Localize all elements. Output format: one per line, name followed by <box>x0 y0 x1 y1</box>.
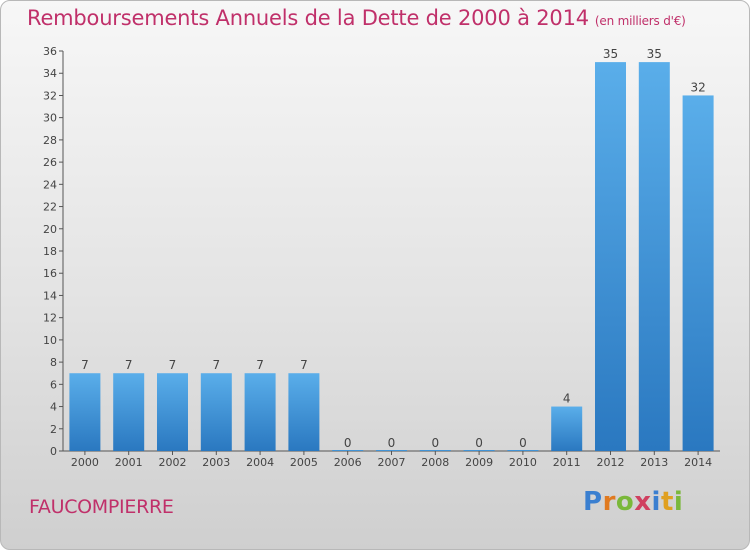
logo-letter: i <box>673 487 684 517</box>
x-tick-label: 2014 <box>684 456 712 469</box>
data-label: 7 <box>125 358 133 372</box>
y-tick-label: 16 <box>43 267 57 280</box>
data-label: 0 <box>344 436 352 450</box>
data-label: 32 <box>690 80 705 94</box>
bar <box>682 95 714 451</box>
x-tick-label: 2013 <box>640 456 668 469</box>
x-tick-label: 2012 <box>597 456 625 469</box>
data-label: 0 <box>475 436 483 450</box>
x-tick-label: 2008 <box>421 456 449 469</box>
y-tick-label: 22 <box>43 201 57 214</box>
y-tick-label: 24 <box>43 178 57 191</box>
y-tick-label: 12 <box>43 312 57 325</box>
y-tick-label: 6 <box>50 378 57 391</box>
bar <box>157 373 188 451</box>
y-tick-label: 0 <box>50 445 57 458</box>
chart-title-text: Remboursements Annuels de la Dette de 20… <box>27 6 589 30</box>
bar <box>244 373 276 451</box>
bar <box>551 406 583 451</box>
x-tick-label: 2010 <box>509 456 537 469</box>
x-tick-label: 2011 <box>553 456 581 469</box>
data-label: 7 <box>169 358 177 372</box>
bar <box>419 450 451 451</box>
y-tick-label: 18 <box>43 245 57 258</box>
x-tick-label: 2009 <box>465 456 493 469</box>
y-tick-label: 30 <box>43 112 57 125</box>
data-label: 4 <box>563 392 571 406</box>
bar <box>332 450 364 451</box>
y-tick-label: 28 <box>43 134 57 147</box>
bar <box>288 373 320 451</box>
chart-title: Remboursements Annuels de la Dette de 20… <box>27 6 686 30</box>
data-label: 7 <box>300 358 308 372</box>
y-tick-label: 32 <box>43 89 57 102</box>
y-tick-label: 14 <box>43 289 57 302</box>
x-tick-label: 2002 <box>159 456 187 469</box>
logo-letter: i <box>651 487 661 517</box>
data-label: 7 <box>256 358 264 372</box>
bar <box>638 62 670 451</box>
data-label: 35 <box>603 47 618 61</box>
y-tick-label: 4 <box>50 401 57 414</box>
x-tick-label: 2006 <box>334 456 362 469</box>
y-tick-label: 20 <box>43 223 57 236</box>
logo-letter: x <box>634 487 652 517</box>
bar <box>507 450 539 451</box>
y-tick-label: 2 <box>50 423 57 436</box>
logo-letter: r <box>602 487 616 517</box>
y-tick-label: 10 <box>43 334 57 347</box>
bar <box>200 373 232 451</box>
bar <box>463 450 495 451</box>
logo-letter: P <box>583 487 603 517</box>
data-label: 0 <box>388 436 396 450</box>
y-tick-label: 34 <box>43 67 57 80</box>
y-tick-label: 8 <box>50 356 57 369</box>
data-label: 35 <box>647 47 662 61</box>
y-tick-label: 26 <box>43 156 57 169</box>
x-tick-label: 2005 <box>290 456 318 469</box>
commune-name: FAUCOMPIERRE <box>29 496 174 518</box>
data-label: 7 <box>81 358 89 372</box>
data-label: 7 <box>212 358 220 372</box>
x-tick-label: 2003 <box>202 456 230 469</box>
x-tick-label: 2000 <box>71 456 99 469</box>
proxiti-logo: Proxiti <box>583 487 683 517</box>
chart-units: (en milliers d'€) <box>594 14 686 28</box>
bar <box>69 373 101 451</box>
y-tick-label: 36 <box>43 45 57 58</box>
data-label: 0 <box>431 436 439 450</box>
bar <box>113 373 145 451</box>
logo-letter: t <box>660 487 674 517</box>
logo-letter: o <box>615 487 635 517</box>
bar <box>595 62 626 451</box>
x-tick-label: 2004 <box>246 456 274 469</box>
bar <box>376 450 407 451</box>
x-tick-label: 2007 <box>378 456 406 469</box>
data-label: 0 <box>519 436 527 450</box>
x-tick-label: 2001 <box>115 456 143 469</box>
